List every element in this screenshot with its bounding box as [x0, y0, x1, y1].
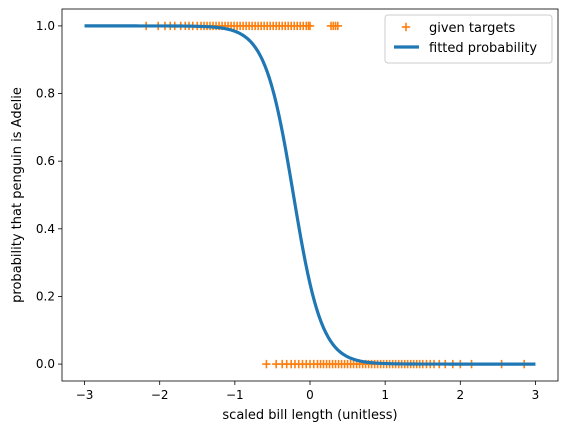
- y-tick-label: 0.4: [36, 222, 55, 236]
- target-point: [305, 21, 315, 31]
- legend: given targets fitted probability: [384, 14, 553, 64]
- target-point: [262, 359, 271, 369]
- x-tick-label: 2: [456, 388, 464, 402]
- y-tick-label: 1.0: [36, 19, 55, 33]
- legend-label-fitted-probability: fitted probability: [429, 41, 537, 56]
- ticks-layer: −3 −2 −1 0 1 2 3 0.0 0.2 0.4 0.6 0.8 1.0: [36, 19, 539, 402]
- plus-marker-icon: [401, 22, 411, 32]
- x-tick-label: −3: [76, 388, 94, 402]
- x-tick-label: 3: [532, 388, 540, 402]
- target-point: [333, 21, 343, 31]
- x-tick-label: −2: [151, 388, 169, 402]
- fitted-probability-line: [84, 24, 536, 366]
- legend-label-given-targets: given targets: [429, 21, 515, 36]
- y-tick-label: 0.2: [36, 289, 55, 303]
- y-tick-label: 0.8: [36, 87, 55, 101]
- y-tick-label: 0.6: [36, 154, 55, 168]
- y-tick-label: 0.0: [36, 357, 55, 371]
- legend-item-given-targets: given targets: [401, 21, 515, 36]
- plot-layer: [84, 21, 536, 369]
- x-axis-label: scaled bill length (unitless): [222, 408, 397, 423]
- x-tick-label: −1: [226, 388, 244, 402]
- y-axis-label: probability that penguin is Adelie: [10, 87, 25, 303]
- x-tick-label: 1: [381, 388, 389, 402]
- legend-box: [384, 14, 553, 64]
- x-tick-label: 0: [306, 388, 314, 402]
- legend-item-fitted-probability: fitted probability: [394, 41, 537, 56]
